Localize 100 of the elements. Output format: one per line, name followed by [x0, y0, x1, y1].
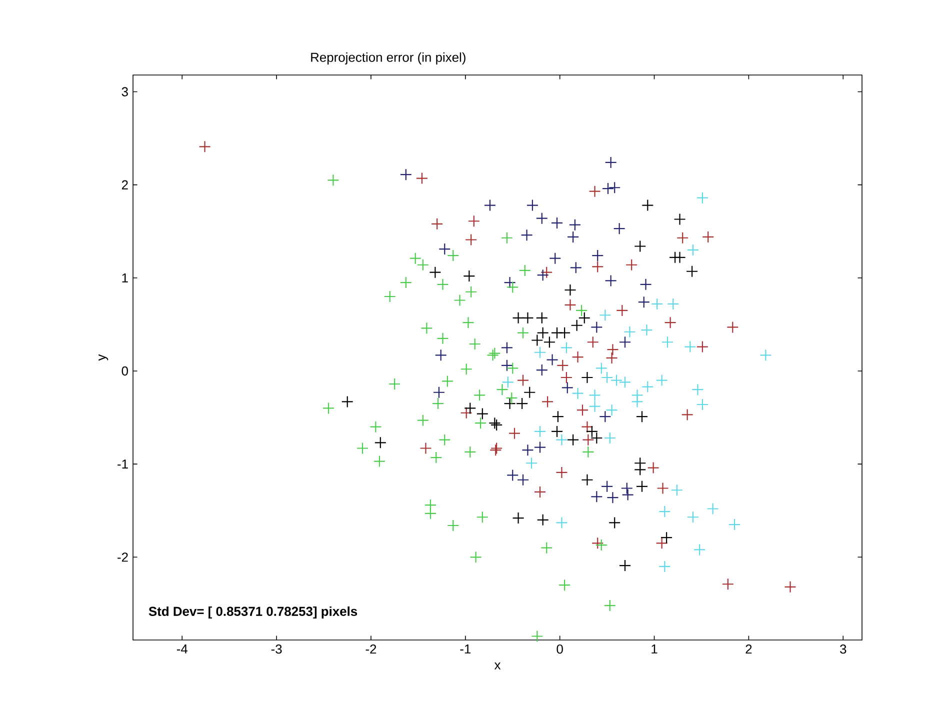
- point: [558, 326, 571, 339]
- point: [696, 192, 708, 204]
- point: [610, 374, 623, 386]
- y-tick-label: 0: [122, 366, 128, 376]
- point: [702, 230, 714, 243]
- point: [570, 319, 583, 332]
- point: [592, 250, 604, 262]
- point: [520, 229, 533, 242]
- x-tick-label: -2: [366, 644, 376, 654]
- point: [694, 544, 706, 556]
- point: [374, 436, 386, 449]
- point: [726, 321, 739, 334]
- y-tick-label: 1: [122, 273, 128, 282]
- point: [534, 486, 546, 498]
- point: [728, 518, 741, 531]
- point: [543, 336, 556, 348]
- point: [636, 480, 648, 492]
- point: [416, 172, 428, 184]
- point: [595, 538, 608, 552]
- point: [684, 340, 696, 353]
- point: [474, 417, 487, 430]
- point: [536, 269, 549, 282]
- point: [430, 451, 442, 464]
- x-axis-title: x: [494, 662, 501, 670]
- point: [468, 215, 480, 228]
- point: [664, 316, 676, 329]
- point: [552, 410, 564, 423]
- point: [476, 408, 488, 420]
- point: [564, 284, 576, 296]
- point: [384, 290, 396, 303]
- point: [327, 174, 340, 186]
- point: [670, 484, 683, 496]
- point: [588, 185, 601, 198]
- point: [356, 442, 369, 454]
- point: [636, 410, 648, 423]
- y-tick-label: -2: [118, 552, 128, 562]
- point: [601, 371, 614, 384]
- point: [620, 482, 633, 494]
- point: [686, 265, 698, 278]
- point: [606, 344, 619, 356]
- point: [464, 402, 476, 414]
- point: [581, 474, 594, 486]
- annotation: Std Dev= [ 0.85371 0.78253] pixels: [148, 606, 358, 619]
- point: [506, 362, 519, 374]
- point: [536, 326, 549, 339]
- point: [696, 340, 708, 353]
- point: [416, 414, 429, 426]
- x-tick-label: 0: [556, 644, 563, 654]
- point: [618, 559, 632, 572]
- point: [476, 511, 488, 524]
- point: [432, 398, 444, 410]
- x-tick-label: 2: [746, 644, 752, 654]
- point: [525, 457, 538, 470]
- point: [441, 375, 454, 388]
- point: [760, 349, 772, 362]
- point: [560, 371, 572, 384]
- point: [692, 384, 704, 396]
- point: [581, 371, 594, 384]
- point: [696, 398, 708, 411]
- point: [582, 446, 594, 458]
- point: [624, 326, 636, 338]
- point: [436, 278, 449, 290]
- point: [642, 380, 654, 393]
- point: [454, 294, 466, 306]
- point: [431, 218, 444, 230]
- point: [550, 216, 564, 230]
- point: [546, 354, 558, 366]
- point: [536, 212, 548, 224]
- point: [465, 234, 478, 246]
- point: [586, 336, 599, 348]
- point: [504, 276, 516, 289]
- point: [556, 359, 569, 372]
- point: [590, 490, 603, 503]
- point: [784, 580, 796, 593]
- point: [460, 406, 472, 419]
- point: [531, 334, 544, 346]
- point: [534, 441, 546, 454]
- point: [631, 396, 644, 408]
- point: [400, 276, 412, 289]
- point: [570, 262, 582, 274]
- point: [516, 374, 530, 386]
- chart-title: Reprojection error (in pixel): [311, 52, 466, 64]
- point: [522, 444, 534, 456]
- y-tick-label: 3: [122, 87, 128, 96]
- point: [706, 502, 719, 515]
- point: [341, 396, 354, 408]
- point: [484, 199, 496, 212]
- point: [604, 274, 617, 287]
- point: [516, 398, 528, 410]
- point: [658, 505, 671, 518]
- point: [599, 309, 612, 322]
- point: [536, 364, 548, 376]
- point: [578, 312, 590, 324]
- y-tick-label: 2: [122, 180, 128, 190]
- x-tick-label: -3: [271, 644, 282, 654]
- point: [500, 359, 514, 372]
- point: [576, 404, 589, 416]
- point: [618, 376, 632, 388]
- point: [468, 338, 481, 350]
- point: [638, 296, 650, 308]
